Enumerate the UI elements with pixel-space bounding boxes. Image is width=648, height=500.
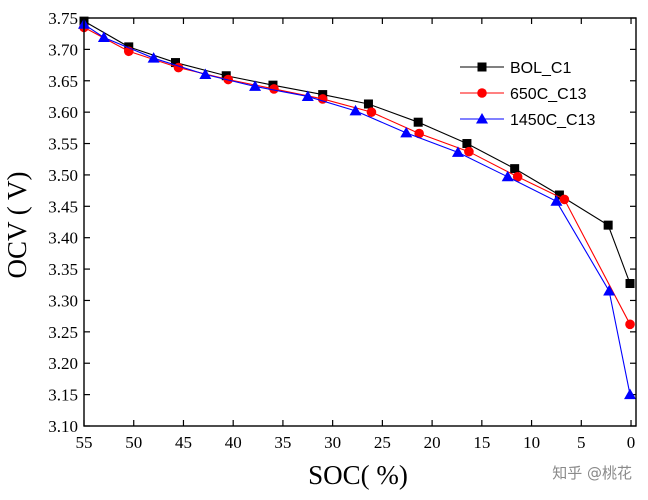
y-tick-label: 3.25 [48,323,78,342]
data-point-650C_C13 [414,128,424,139]
data-point-BOL_C1 [603,220,613,230]
data-point-BOL_C1 [413,117,423,127]
data-point-BOL_C1 [363,99,373,109]
data-point-1450C_C13 [301,90,314,101]
data-point-BOL_C1 [171,58,181,68]
data-point-1450C_C13 [199,68,212,79]
data-point-BOL_C1 [625,279,635,289]
y-axis-title: OCV ( V) [2,171,32,278]
x-tick-label: 30 [324,433,341,452]
data-point-1450C_C13 [97,31,110,42]
y-tick-label: 3.30 [48,291,78,310]
series-layer [78,16,637,400]
x-tick-label: 50 [125,433,142,452]
data-point-650C_C13 [512,172,523,182]
data-point-1450C_C13 [603,285,616,296]
data-point-650C_C13 [559,194,570,205]
x-tick-label: 0 [627,433,636,452]
legend-marker-650C_C13 [477,88,487,98]
legend-label: 650C_C13 [510,86,587,103]
y-axis-ticks: 3.10 3.15 3.20 3.25 3.30 3.35 3.40 3.45 3.50 3.55… [48,9,636,436]
x-tick-label: 40 [225,433,242,452]
series-line-650C_C13 [83,26,631,325]
watermark-text: 知乎 @桃花 [552,464,632,482]
data-point-1450C_C13 [451,146,464,157]
x-tick-label: 15 [473,433,490,452]
data-point-650C_C13 [269,84,279,94]
x-tick-label: 45 [175,433,192,452]
y-tick-label: 3.40 [48,229,78,248]
y-tick-label: 3.55 [48,135,78,154]
data-point-650C_C13 [625,319,635,330]
x-tick-label: 10 [523,433,540,452]
y-tick-label: 3.45 [48,197,78,216]
legend: BOL_C1 650C_C13 1450C_C13 [460,60,596,129]
data-point-1450C_C13 [349,104,362,116]
x-tick-label: 25 [374,433,391,452]
y-tick-label: 3.70 [48,40,78,59]
legend-marker-BOL_C1 [477,62,487,72]
data-point-1450C_C13 [400,126,413,138]
y-tick-label: 3.65 [48,72,78,91]
x-tick-label: 20 [424,433,441,452]
data-point-BOL_C1 [554,190,564,200]
data-point-1450C_C13 [624,388,637,400]
x-axis-ticks: 55 50 45 40 35 30 25 20 15 10 5 0 [76,18,636,452]
legend-label: BOL_C1 [510,60,571,77]
y-tick-label: 3.10 [48,417,78,436]
data-point-1450C_C13 [147,52,160,63]
data-point-650C_C13 [464,146,474,157]
y-tick-label: 3.50 [48,166,78,185]
series-line-1450C_C13 [83,23,631,395]
y-tick-label: 3.35 [48,260,78,279]
data-point-1450C_C13 [249,80,262,91]
data-point-BOL_C1 [462,139,472,149]
x-tick-label: 5 [577,433,586,452]
series-BOL_C1 [79,16,635,289]
data-point-1450C_C13 [501,170,514,182]
data-point-650C_C13 [366,107,377,117]
legend-marker-1450C_C13 [476,113,488,124]
legend-label: 1450C_C13 [510,112,596,129]
x-tick-label: 55 [76,433,93,452]
y-tick-label: 3.15 [48,386,78,405]
y-tick-label: 3.60 [48,103,78,122]
x-tick-label: 35 [274,433,291,452]
data-point-BOL_C1 [510,164,520,174]
plot-frame [83,17,637,427]
y-tick-label: 3.75 [48,9,78,28]
y-tick-label: 3.20 [48,354,78,373]
x-axis-title: SOC( %) [308,460,408,490]
data-point-1450C_C13 [550,195,563,206]
